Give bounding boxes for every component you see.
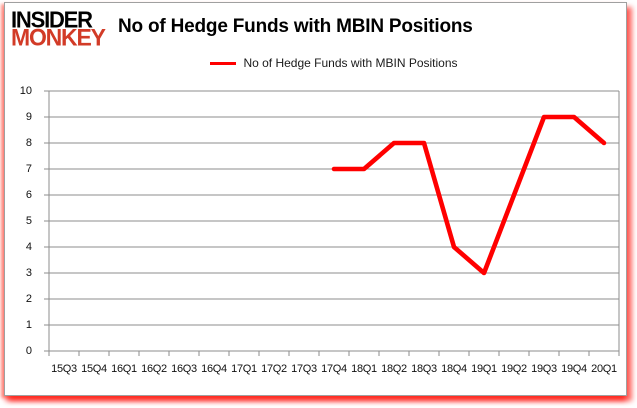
y-tick-label: 9 <box>25 111 32 123</box>
x-tick-label: 20Q1 <box>591 363 617 375</box>
y-tick-label: 7 <box>25 163 32 175</box>
plot-area: 0 1 2 3 4 5 6 7 8 9 10 15Q3 15Q4 16Q1 16Q2 16Q3 16Q4 17Q1… <box>5 3 626 395</box>
x-tick-label: 19Q2 <box>501 363 527 375</box>
x-tick-label: 18Q1 <box>351 363 377 375</box>
y-tick-label: 3 <box>25 267 32 279</box>
x-tick-label: 16Q1 <box>111 363 137 375</box>
x-tick-label: 16Q3 <box>171 363 197 375</box>
x-tick-label: 19Q1 <box>471 363 497 375</box>
logo-insider-text: INSIDER <box>11 6 93 33</box>
y-tick-label: 4 <box>25 241 32 253</box>
x-tick-label: 18Q4 <box>441 363 467 375</box>
y-tick-label: 6 <box>25 189 32 201</box>
insider-monkey-logo: INSIDER MONKEY <box>11 6 106 51</box>
legend-line-marker <box>210 61 237 65</box>
x-tick-label: 17Q1 <box>231 363 257 375</box>
legend-label: No of Hedge Funds with MBIN Positions <box>243 56 458 70</box>
legend: No of Hedge Funds with MBIN Positions <box>49 55 619 71</box>
x-tick-label: 16Q2 <box>141 363 167 375</box>
y-tick-label: 10 <box>19 85 32 97</box>
x-tick-label: 15Q4 <box>81 363 107 375</box>
x-tick-label: 16Q4 <box>201 363 227 375</box>
chart-canvas <box>44 90 620 356</box>
x-tick-label: 17Q2 <box>261 363 287 375</box>
y-tick-label: 8 <box>25 137 32 149</box>
y-tick-label: 5 <box>25 215 32 227</box>
y-tick-label: 0 <box>25 345 32 357</box>
logo-monkey-text: MONKEY <box>11 23 106 51</box>
x-tick-label: 17Q3 <box>291 363 317 375</box>
x-tick-label: 18Q3 <box>411 363 437 375</box>
chart-frame: INSIDER MONKEY No of Hedge Funds with MB… <box>4 2 627 396</box>
chart-title: No of Hedge Funds with MBIN Positions <box>118 16 473 37</box>
data-line <box>331 114 607 276</box>
x-tick-label: 19Q4 <box>561 363 587 375</box>
x-tick-label: 19Q3 <box>531 363 557 375</box>
x-tick-label: 15Q3 <box>51 363 77 375</box>
y-tick-label: 2 <box>25 293 32 305</box>
y-tick-label: 1 <box>25 319 32 331</box>
x-tick-label: 18Q2 <box>381 363 407 375</box>
x-tick-label: 17Q4 <box>321 363 347 375</box>
